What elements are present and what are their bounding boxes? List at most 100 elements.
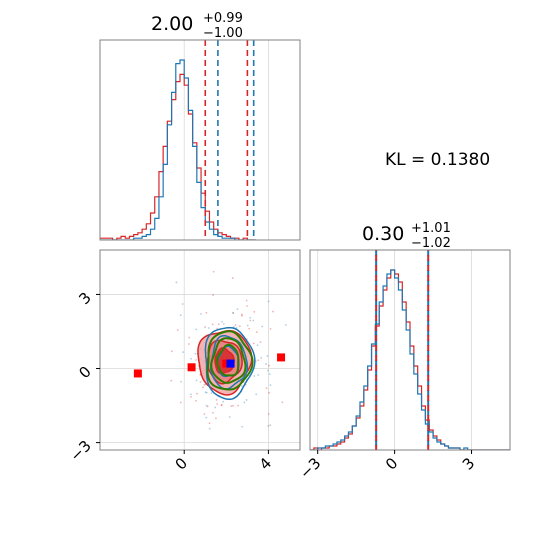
- kl-annotation: KL = 0.1380: [385, 150, 490, 170]
- joint-scatter-point: [220, 404, 223, 407]
- param2-title: 0.30 +1.01 −1.02: [362, 221, 451, 251]
- joint-scatter-point: [211, 323, 214, 326]
- joint-contours: [197, 326, 256, 401]
- joint-scatter-point: [210, 392, 213, 394]
- param2-title-value: 0.30: [362, 223, 404, 245]
- joint-scatter-point: [205, 311, 208, 314]
- joint-y-ticks: −3 0 3: [66, 289, 100, 465]
- joint-scatter-point: [265, 363, 267, 365]
- joint-scatter-point: [267, 413, 270, 415]
- joint-scatter-point: [189, 393, 192, 396]
- param1-marginal-histograms: [100, 59, 256, 240]
- joint-scatter-point: [253, 375, 256, 377]
- joint-scatter-point: [182, 351, 185, 354]
- param1-title-upper: +0.99: [203, 11, 243, 26]
- joint-scatter-point: [206, 405, 209, 408]
- joint-scatter-point: [181, 303, 184, 305]
- joint-scatter-point: [212, 270, 215, 273]
- joint-marker-2: [222, 359, 231, 368]
- joint-scatter-point: [267, 300, 270, 303]
- param2-x-tick-label-1: 0: [382, 454, 401, 473]
- joint-y-tick-label-1: 0: [75, 363, 94, 382]
- joint-scatter-point: [252, 319, 255, 322]
- joint-scatter-point: [204, 326, 207, 329]
- param1-histogram-blue: [100, 59, 256, 240]
- joint-scatter-point: [230, 405, 233, 408]
- joint-scatter-point: [203, 413, 206, 415]
- param2-marginal-histograms: [310, 269, 510, 450]
- joint-markers: [133, 353, 286, 378]
- joint-scatter-point: [267, 425, 270, 427]
- joint-scatter-point: [249, 316, 252, 319]
- joint-marker-0: [133, 369, 142, 378]
- joint-scatter-point: [175, 281, 178, 284]
- joint-scatter-point: [246, 324, 249, 327]
- joint-frame: [99, 249, 301, 451]
- joint-scatter-point: [261, 325, 264, 328]
- param2-marginal-grid: [317, 250, 472, 450]
- joint-scatter-point: [241, 313, 243, 316]
- joint-scatter-point: [255, 331, 258, 334]
- joint-scatter-point: [221, 320, 224, 323]
- param2-title-lower: −1.02: [411, 236, 451, 251]
- param1-marginal-panel: 2.00 +0.99 −1.00: [99, 11, 301, 241]
- joint-marker-3: [277, 353, 286, 362]
- joint-scatter-point: [285, 324, 287, 326]
- joint-contour-green-0: [206, 330, 254, 391]
- param2-marginal-panel: 0.30 +1.01 −1.02 −3 0 3: [296, 221, 511, 482]
- joint-scatter-point: [241, 314, 243, 317]
- param1-title-value: 2.00: [151, 13, 193, 35]
- joint-scatter-point: [259, 341, 262, 344]
- joint-scatter-point: [187, 343, 190, 345]
- joint-scatter-point: [268, 391, 271, 394]
- joint-scatter-point: [246, 305, 248, 307]
- joint-scatter-point: [232, 311, 234, 314]
- joint-scatter-point: [160, 456, 162, 458]
- joint-scatter-point: [272, 310, 274, 313]
- param2-x-tick-label-0: −3: [296, 454, 324, 482]
- joint-contour-blue-0: [204, 326, 256, 401]
- joint-scatter-point: [238, 325, 241, 328]
- joint-scatter-point: [268, 364, 270, 367]
- joint-scatter-point: [253, 310, 256, 313]
- joint-y-tick-label-2: 3: [75, 289, 94, 308]
- joint-scatter-point: [205, 404, 208, 407]
- joint-scatter-point: [320, 350, 322, 352]
- joint-scatter-point: [257, 359, 260, 362]
- joint-scatter-point: [190, 395, 193, 398]
- joint-scatter-point: [215, 417, 217, 420]
- joint-scatter-point: [222, 400, 225, 403]
- joint-scatter-point: [237, 404, 239, 407]
- param2-title-upper: +1.01: [411, 221, 451, 236]
- joint-scatter-point: [260, 357, 263, 359]
- joint-scatter-point: [170, 379, 173, 382]
- joint-scatter-point: [235, 326, 238, 329]
- joint-scatter-point: [214, 406, 217, 409]
- joint-scatter-point: [236, 308, 239, 310]
- joint-scatter-point: [180, 380, 182, 383]
- joint-scatter-point: [243, 401, 246, 404]
- param2-histogram-blue: [310, 269, 510, 450]
- joint-scatter-point: [188, 336, 191, 339]
- joint-scatter-point: [212, 294, 215, 296]
- joint-scatter-point: [194, 352, 197, 355]
- joint-scatter-point: [252, 342, 255, 345]
- param2-x-tick-label-2: 3: [459, 454, 478, 473]
- joint-scatter-point: [215, 398, 218, 401]
- joint-scatter-point: [281, 401, 284, 404]
- joint-scatter-point: [248, 327, 251, 330]
- param2-histogram-red: [310, 269, 510, 450]
- joint-scatter-point: [216, 327, 219, 330]
- joint-contour-green-2: [216, 343, 240, 377]
- param2-marginal-frame: [309, 249, 511, 451]
- joint-scatter-point: [216, 403, 219, 405]
- joint-scatter-point: [241, 425, 244, 428]
- joint-scatter-point: [200, 313, 202, 315]
- joint-scatter-point: [267, 369, 269, 372]
- joint-scatter-point: [257, 374, 260, 376]
- joint-marker-1: [187, 363, 196, 372]
- joint-scatter-point: [203, 383, 206, 386]
- joint-scatter-point: [202, 386, 204, 389]
